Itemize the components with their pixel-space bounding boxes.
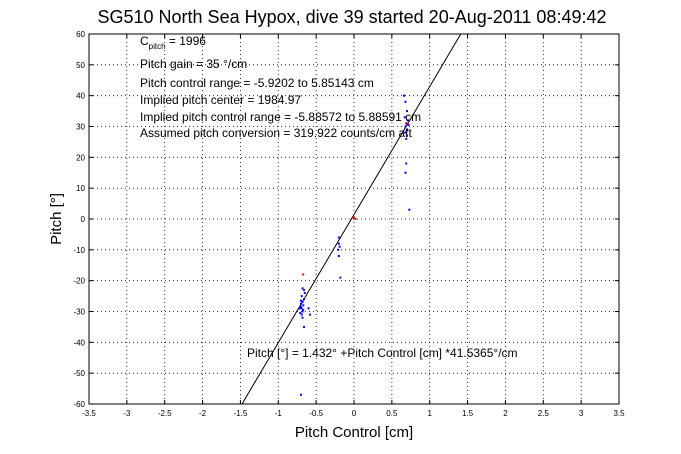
data-point [298,307,301,310]
y-tick-label: 60 [76,30,85,39]
annotation-conversion: Assumed pitch conversion = 319.922 count… [140,126,412,140]
data-point [300,313,303,316]
data-point [406,122,409,125]
x-tick-label: 2.5 [538,409,550,418]
data-point [302,273,305,276]
grid [89,34,619,404]
data-point [354,218,357,220]
x-tick-label: 3 [579,409,584,418]
x-tick-label: 1 [427,409,432,418]
y-tick-label: -20 [73,277,85,286]
x-tick-label: 1.5 [462,409,474,418]
data-point [307,307,310,310]
x-tick-label: -3 [123,409,131,418]
x-tick-label: 2 [503,409,508,418]
fit-line [241,33,462,405]
y-tick-label: 30 [76,123,85,132]
data-point [301,287,304,290]
data-point [300,302,302,305]
data-point [406,128,408,131]
y-axis-label: Pitch [°] [48,193,65,245]
data-point [300,305,302,308]
data-point [406,110,408,113]
data-point [337,242,340,245]
annotation-control-range: Pitch control range = -5.9202 to 5.85143… [140,76,374,90]
data-point [309,313,312,316]
data-point [302,308,305,311]
x-tick-label: 0 [352,409,357,418]
data-point [402,94,405,97]
data-point [303,292,306,294]
data-point [404,100,407,103]
data-point [404,131,407,134]
x-axis-label: Pitch Control [cm] [295,424,413,441]
data-point [302,304,305,307]
y-tick-label: 0 [81,215,86,224]
y-tick-label: 50 [76,61,85,70]
y-tick-label: -40 [73,338,85,347]
data-point [337,236,340,239]
y-tick-label: 20 [76,153,85,162]
data-point [300,295,303,298]
y-tick-label: -60 [73,400,85,409]
chart-title: SG510 North Sea Hypox, dive 39 started 2… [98,7,607,27]
data-point [405,137,408,140]
x-tick-label: -1.5 [234,409,248,418]
data-point [300,299,302,302]
data-point [408,208,411,211]
data-point [303,325,306,328]
annotation-c-pitch: Cpitch = 1996 [140,34,206,51]
x-tick-label: 0.5 [386,409,398,418]
data-point [405,162,408,165]
x-tick-label: 3.5 [613,409,625,418]
x-tick-label: -0.5 [309,409,323,418]
data-point [403,116,406,119]
data-point [300,393,302,396]
x-tick-label: -3.5 [82,409,96,418]
y-tick-label: -30 [73,308,85,317]
data-point [353,216,355,219]
series-layer [241,33,462,405]
data-point [404,125,407,128]
data-point [303,288,306,291]
data-point [337,255,340,257]
x-axis: -3.5 -3 -2.5 -2 -1.5 -1 -0.5 0 0.5 1 1.5 2 2.5 3 3.5 [82,34,625,418]
data-point [301,316,304,319]
y-tick-label: 40 [76,92,85,101]
data-point [337,248,340,251]
data-point [339,276,342,279]
data-point [338,245,341,248]
y-tick-label: -50 [73,369,85,378]
y-tick-label: -10 [73,246,85,255]
data-point [407,123,410,126]
data-point [299,312,302,315]
data-point [405,122,408,125]
annotation-fit-equation: Pitch [°] = 1.432° +Pitch Control [cm] *… [247,346,518,360]
x-tick-label: -2.5 [158,409,172,418]
data-point [406,119,409,122]
data-point [301,301,304,304]
x-tick-label: -1 [275,409,283,418]
y-axis: -60 -50 -40 -30 -20 -10 0 10 20 30 40 50 60 [73,30,619,409]
data-point [301,310,304,313]
data-point [406,134,408,137]
data-point [404,171,407,174]
annotation-implied-range: Implied pitch control range = -5.88572 t… [140,110,421,124]
x-tick-label: -2 [199,409,207,418]
annotation-pitch-gain: Pitch gain = 35 °/cm [140,57,247,71]
data-point [303,298,306,301]
annotation-implied-center: Implied pitch center = 1984.97 [140,93,301,107]
data-point [300,307,303,310]
y-tick-label: 10 [76,184,85,193]
